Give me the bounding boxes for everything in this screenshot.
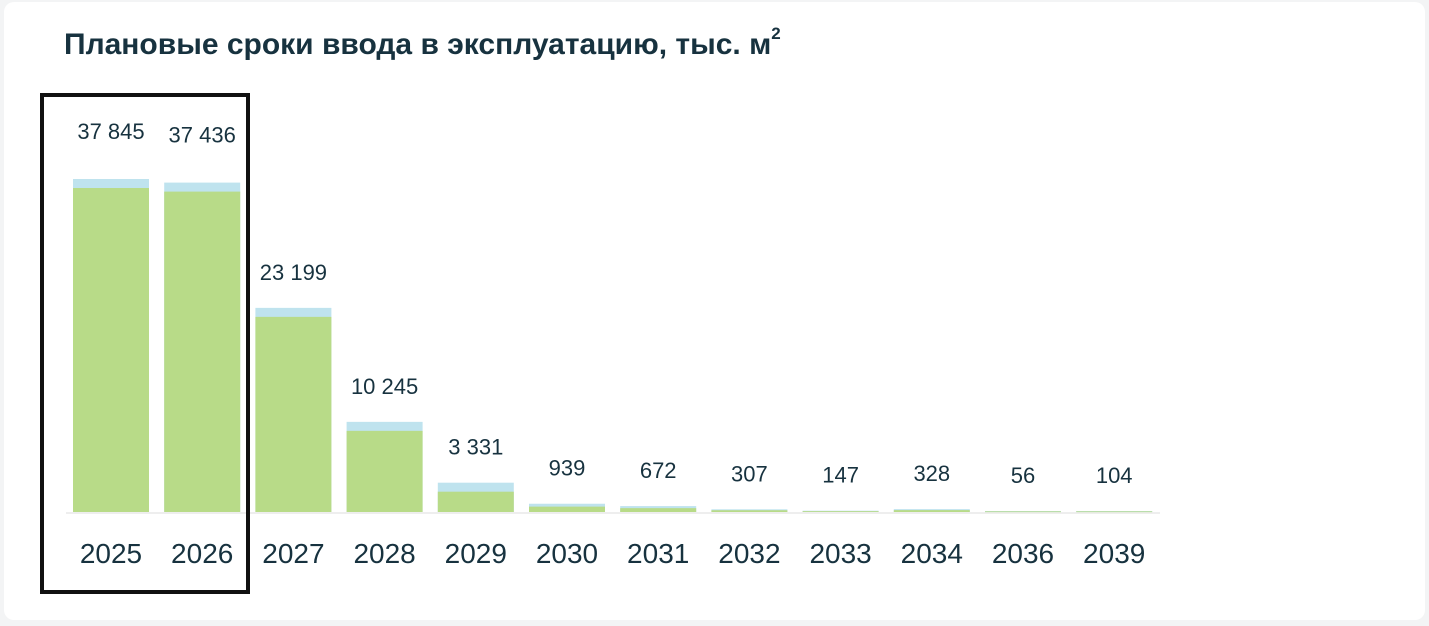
chart-title-superscript: 2	[771, 24, 781, 43]
bar	[437, 491, 514, 512]
chart-title: Плановые сроки ввода в эксплуатацию, тыс…	[64, 24, 781, 62]
bar	[620, 508, 697, 512]
bar-group: 56 2036	[985, 463, 1061, 569]
chart-title-text: Плановые сроки ввода в эксплуатацию, тыс…	[64, 28, 772, 61]
category-label: 2029	[445, 538, 507, 569]
bar-group: 672 2031	[620, 458, 697, 569]
bar	[255, 316, 332, 512]
bar	[985, 511, 1061, 513]
category-label: 2032	[718, 538, 780, 569]
category-label: 2039	[1083, 538, 1145, 569]
bar	[529, 506, 605, 512]
bar-group: 307 2032	[711, 461, 788, 569]
highlight-box	[40, 93, 250, 594]
bar	[1076, 511, 1153, 513]
bar-value-label: 147	[822, 463, 859, 488]
bar	[73, 188, 149, 512]
bar-group: 10 245 2028	[346, 374, 423, 569]
bar-value-label: 328	[913, 461, 950, 486]
category-label: 2027	[262, 538, 324, 569]
bar-group: 104 2039	[1076, 463, 1153, 569]
chart-card	[4, 2, 1425, 620]
bar-value-label: 37 845	[77, 119, 144, 144]
bar	[802, 511, 879, 512]
bar-value-label: 56	[1011, 463, 1035, 488]
bar-group: 37 845 2025	[73, 119, 149, 569]
bar	[346, 430, 423, 512]
bar-value-label: 37 436	[169, 123, 236, 148]
bar	[164, 191, 241, 512]
bar-group: 3 331 2029	[437, 435, 514, 569]
bar-group: 328 2034	[893, 461, 970, 569]
bar-value-label: 3 331	[448, 435, 503, 460]
bar-value-label: 939	[549, 456, 586, 481]
bar-group: 37 436 2026	[164, 123, 241, 569]
category-label: 2036	[992, 538, 1054, 569]
category-label: 2034	[901, 538, 963, 569]
category-label: 2028	[353, 538, 415, 569]
bar-value-label: 10 245	[351, 374, 418, 399]
bar	[711, 510, 788, 512]
bar-value-label: 307	[731, 461, 768, 486]
bar-value-label: 104	[1096, 463, 1133, 488]
bar-group: 939 2030	[529, 456, 605, 569]
category-label: 2030	[536, 538, 598, 569]
category-label: 2026	[171, 538, 233, 569]
category-label: 2033	[809, 538, 871, 569]
category-label: 2031	[627, 538, 689, 569]
bar-group: 147 2033	[802, 463, 879, 569]
bar-value-label: 23 199	[260, 260, 327, 285]
category-label: 2025	[80, 538, 142, 569]
bar-value-label: 672	[640, 458, 677, 483]
bar	[893, 510, 970, 512]
bar-group: 23 199 2027	[255, 260, 332, 569]
